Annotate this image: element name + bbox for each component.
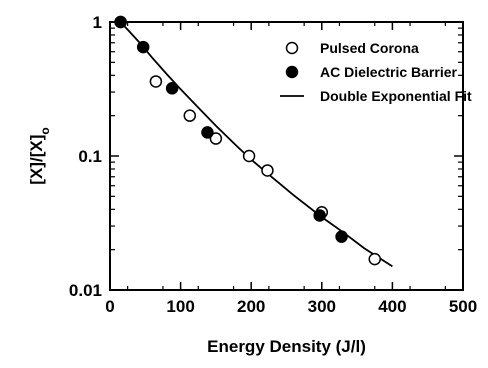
legend: Pulsed Corona AC Dielectric Barrier Double… <box>280 40 472 104</box>
ac-dielectric-barrier-point <box>201 126 214 139</box>
legend-label: Double Exponential Fit <box>320 88 472 104</box>
legend-pulsed-corona-marker <box>285 41 299 55</box>
legend-ac-dielectric-barrier-marker <box>285 65 299 79</box>
y-axis-label: [X]/[X]o <box>27 127 52 184</box>
x-tick-label: 500 <box>449 297 477 316</box>
y-axis-label-main: [X]/[X] <box>27 135 46 185</box>
ac-dielectric-barrier-point <box>335 230 348 243</box>
x-axis-label: Energy Density (J/l) <box>207 337 366 356</box>
x-tick-label: 0 <box>105 297 114 316</box>
y-axis-label-subscript: o <box>38 127 52 134</box>
pulsed-corona-point <box>368 252 381 266</box>
ac-dielectric-barrier-point <box>114 15 127 29</box>
fit-line-group <box>119 21 393 268</box>
x-tick-label: 300 <box>308 297 336 316</box>
ac-dielectric-barrier-point <box>165 82 179 95</box>
x-tick-label: 100 <box>166 297 194 316</box>
plot-frame <box>109 21 464 291</box>
pulsed-corona-point <box>209 132 223 145</box>
ac-dielectric-barrier-point <box>136 40 150 54</box>
axis-ticks: 0 100 200 300 400 500 0.01 0.1 1 <box>69 13 477 316</box>
x-tick-label: 200 <box>237 297 265 316</box>
data-points <box>114 15 381 266</box>
legend-label: AC Dielectric Barrier <box>320 64 458 80</box>
plot-area-border <box>109 21 464 291</box>
pulsed-corona-point <box>242 149 256 163</box>
pulsed-corona-point <box>149 75 163 88</box>
x-tick-label: 400 <box>378 297 406 316</box>
pulsed-corona-point <box>183 109 197 122</box>
fit-line <box>119 21 393 268</box>
pulsed-corona-point <box>261 164 274 177</box>
y-tick-label: 0.01 <box>69 281 102 300</box>
ac-dielectric-barrier-point <box>313 209 326 222</box>
legend-label: Pulsed Corona <box>320 40 419 56</box>
y-tick-label: 1 <box>93 13 102 32</box>
y-tick-label: 0.1 <box>78 147 102 166</box>
